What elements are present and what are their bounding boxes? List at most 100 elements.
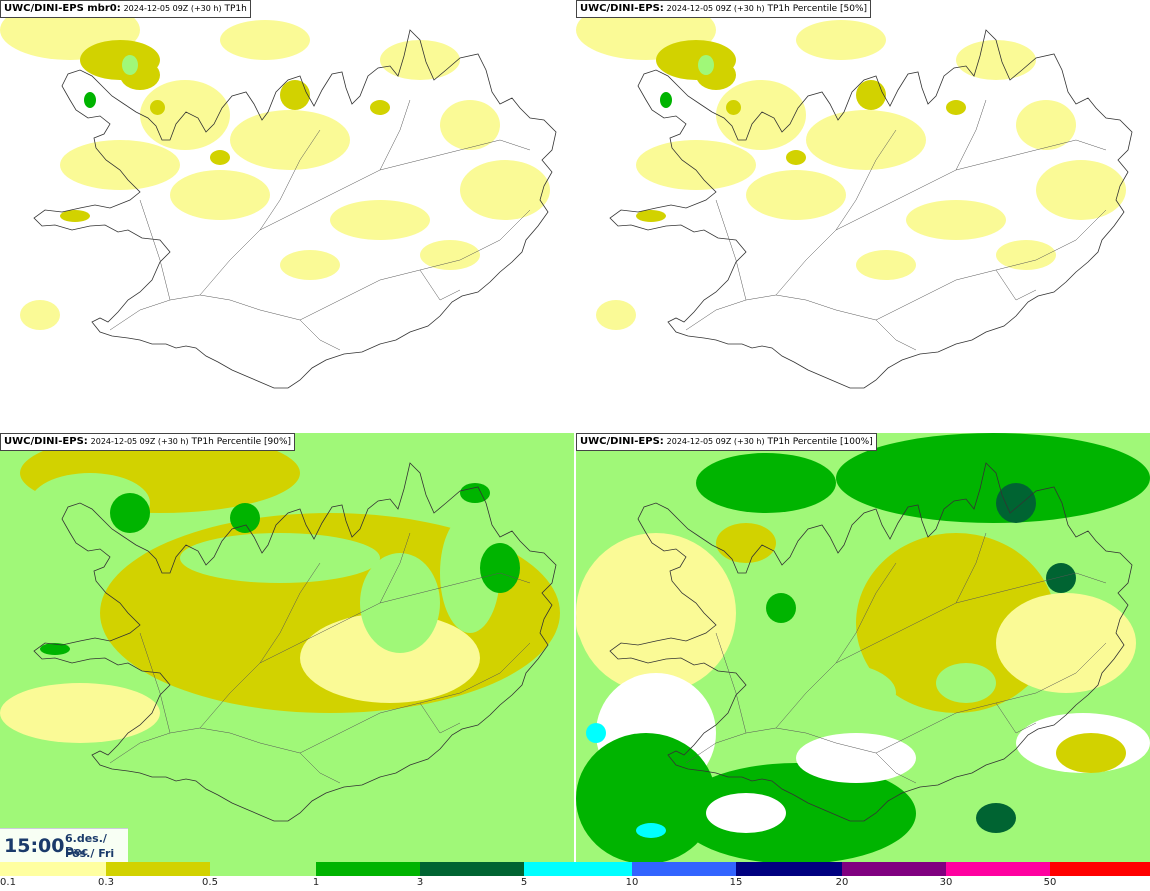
precip-area (1056, 733, 1126, 773)
legend-swatch (736, 862, 842, 876)
valid-date-line2: Fös./ Fri (65, 847, 115, 860)
precip-area-light (230, 110, 350, 170)
precip-area-light (856, 250, 916, 280)
precip-area-light (220, 20, 310, 60)
precip-area-light (460, 160, 550, 220)
map-panel-percentile-90: UWC/DINI-EPS: 2024-12-05 09Z (+30 h) TP1… (0, 433, 574, 864)
precip-area-light (380, 40, 460, 80)
precip-area-peak (84, 92, 96, 108)
valid-date-line1: 6.des./ Dec (65, 832, 107, 858)
precip-area (996, 593, 1136, 693)
valid-time-box: 15:00 6.des./ Dec Fös./ Fri (0, 828, 128, 863)
panel-title: UWC/DINI-EPS mbr0: 2024-12-05 09Z (+30 h… (0, 0, 251, 18)
precip-area-light (440, 100, 500, 150)
precip-area-light (20, 300, 60, 330)
precip-area (936, 663, 996, 703)
precip-area-light (1016, 100, 1076, 150)
legend-tick-label: 15 (729, 877, 743, 888)
legend-tick-label: 20 (835, 877, 849, 888)
precip-area-light (1036, 160, 1126, 220)
precip-area (40, 643, 70, 655)
map-panel-member0: UWC/DINI-EPS mbr0: 2024-12-05 09Z (+30 h… (0, 0, 574, 431)
legend-swatch (632, 862, 736, 876)
precip-area (586, 723, 606, 743)
precip-area (110, 493, 150, 533)
precip-area (996, 483, 1036, 523)
precip-area-mid (786, 150, 806, 165)
legend-tick-label: 10 (625, 877, 639, 888)
precip-area (460, 483, 490, 503)
precip-area-light (636, 140, 756, 190)
precip-area (576, 733, 716, 864)
precip-area-light (806, 110, 926, 170)
precip-area-light (140, 80, 230, 150)
precip-area-light (330, 200, 430, 240)
precip-area (1046, 563, 1076, 593)
legend-swatch (316, 862, 420, 876)
precip-area-light (796, 20, 886, 60)
panel-title: UWC/DINI-EPS: 2024-12-05 09Z (+30 h) TP1… (0, 433, 296, 451)
precip-area (180, 533, 380, 583)
legend-tick-label: 0.5 (202, 877, 218, 888)
precip-area-peak (660, 92, 672, 108)
precip-area-light (746, 170, 846, 220)
legend-swatch (210, 862, 316, 876)
precip-area (576, 593, 636, 653)
map-panel-percentile-100: UWC/DINI-EPS: 2024-12-05 09Z (+30 h) TP1… (576, 433, 1150, 864)
precip-area-mid (370, 100, 390, 115)
panel-title: UWC/DINI-EPS: 2024-12-05 09Z (+30 h) TP1… (576, 0, 872, 18)
precip-area-light (280, 250, 340, 280)
precip-area-mid (946, 100, 966, 115)
precip-area-light (420, 240, 480, 270)
precip-area (480, 543, 520, 593)
color-legend: 0.1 0.3 0.5 1 3 5 10 15 20 30 50 (0, 862, 1150, 891)
legend-swatch (524, 862, 632, 876)
precip-area (766, 593, 796, 623)
panel-title: UWC/DINI-EPS: 2024-12-05 09Z (+30 h) TP1… (576, 433, 877, 451)
precip-area (706, 793, 786, 833)
precip-area-mid (726, 100, 741, 115)
legend-tick-label: 3 (416, 877, 424, 888)
precip-map (0, 0, 557, 389)
precip-area (440, 513, 500, 633)
precip-area (576, 533, 736, 693)
precip-area-light (956, 40, 1036, 80)
legend-swatch (946, 862, 1050, 876)
precip-map (576, 433, 1150, 864)
legend-swatch (0, 862, 106, 876)
precip-area-mid (280, 80, 310, 110)
precip-area-light (906, 200, 1006, 240)
precip-area-mid (150, 100, 165, 115)
precip-map (576, 0, 1133, 389)
legend-swatch (1050, 862, 1150, 876)
valid-time-clock: 15:00 (4, 835, 65, 857)
precip-area (676, 763, 916, 864)
precip-area (916, 763, 1150, 864)
precip-area (836, 433, 1150, 523)
legend-tick-label: 0.3 (98, 877, 114, 888)
precip-area (0, 683, 160, 743)
precip-area-high (122, 55, 138, 75)
precip-area (796, 733, 916, 783)
precip-area-light (170, 170, 270, 220)
precip-area-light (996, 240, 1056, 270)
precip-area (696, 453, 836, 513)
precip-area (230, 503, 260, 533)
precip-area-light (716, 80, 806, 150)
precip-area (716, 523, 776, 563)
legend-tick-label: 5 (520, 877, 528, 888)
precip-area (360, 553, 440, 653)
legend-swatch (842, 862, 946, 876)
legend-swatch (106, 862, 210, 876)
legend-tick-label: 0.1 (0, 877, 16, 888)
precip-area-mid (856, 80, 886, 110)
legend-tick-label: 50 (1043, 877, 1057, 888)
precip-area (976, 803, 1016, 833)
precip-area-mid (60, 210, 90, 222)
precip-area-mid (636, 210, 666, 222)
precip-area-mid (210, 150, 230, 165)
legend-swatch (420, 862, 524, 876)
precip-area (300, 613, 480, 703)
precip-area-light (60, 140, 180, 190)
precip-area-light (596, 300, 636, 330)
